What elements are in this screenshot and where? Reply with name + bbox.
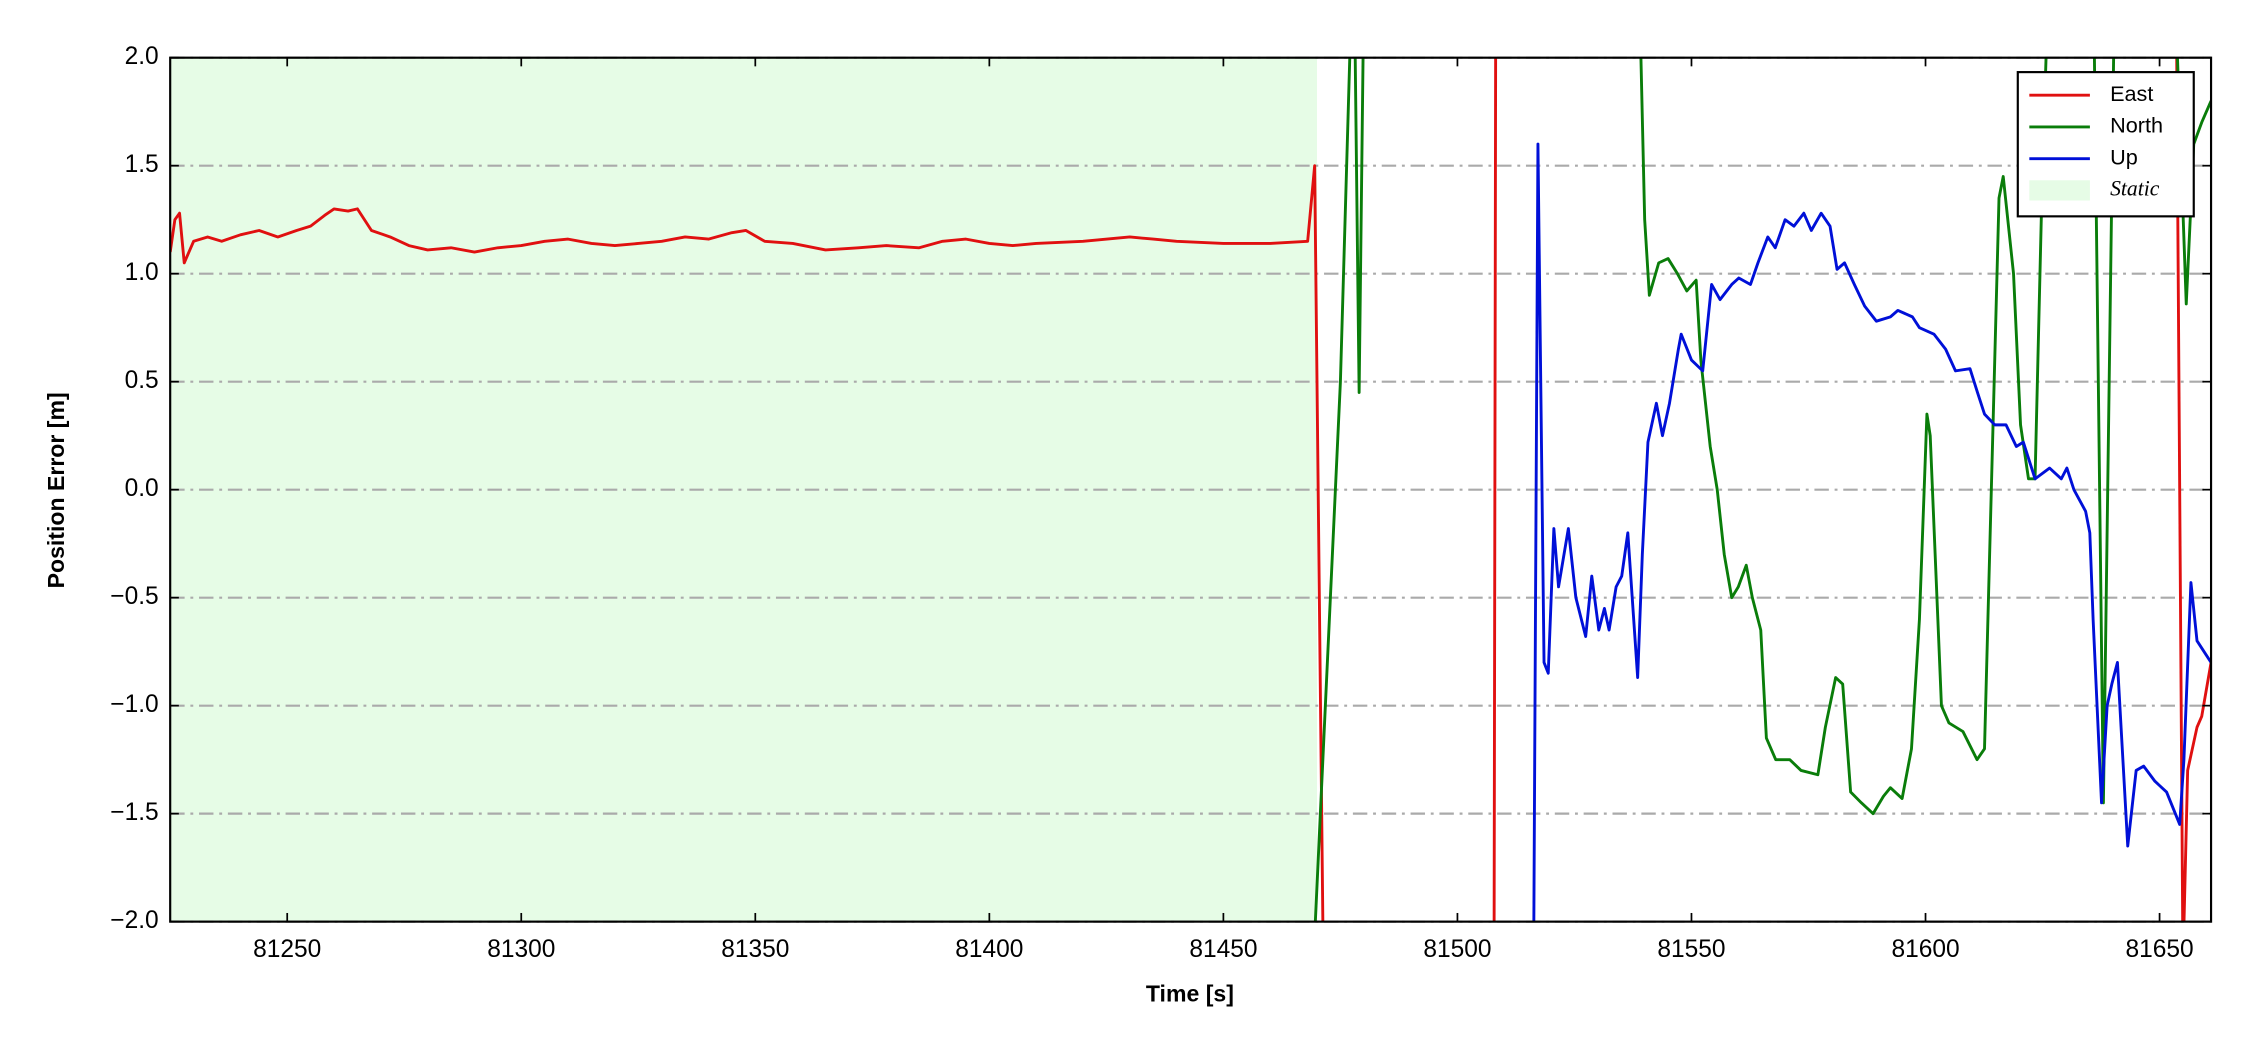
legend-label: Static [2110,176,2160,200]
x-tick-label: 81450 [1189,936,1257,963]
y-tick-label: 1.0 [125,259,159,286]
x-tick-label: 81350 [721,936,789,963]
legend-swatch [2029,180,2090,201]
plot-background [170,56,2212,923]
y-axis-label: Position Error [m] [43,392,69,588]
y-tick-label: 0.0 [125,475,159,502]
y-tick-label: −1.0 [110,691,158,718]
plot-frame [169,56,2213,923]
x-tick-label: 81600 [1891,936,1959,963]
y-tick-label: 2.0 [125,43,159,70]
x-tick-label: 81650 [2125,936,2193,963]
x-tick-label: 81250 [253,936,321,963]
y-tick-label: 1.5 [125,151,159,178]
legend-label: North [2110,113,2163,138]
x-tick-label: 81550 [1657,936,1725,963]
series-line [1313,57,2212,922]
x-tick-label: 81300 [487,936,555,963]
plot-area [170,57,2212,922]
series-line [170,57,2212,922]
y-tick-label: −2.0 [110,907,158,934]
x-tick-label: 81400 [955,936,1023,963]
axes: −2.0 −1.5 −1.0 −0.5 0.0 0.5 1.0 1.5 2.0 81250 8130… [110,43,2213,963]
legend-label: Up [2110,144,2138,169]
y-tick-label: 0.5 [125,367,159,394]
x-axis-label: Time [s] [1146,980,1234,1006]
legend-label: East [2110,81,2153,106]
legend: East North Up Static [2016,71,2195,218]
x-tick-label: 81500 [1423,936,1491,963]
series-line [1532,142,2212,922]
y-tick-label: −0.5 [110,583,158,610]
y-tick-label: −1.5 [110,799,158,826]
